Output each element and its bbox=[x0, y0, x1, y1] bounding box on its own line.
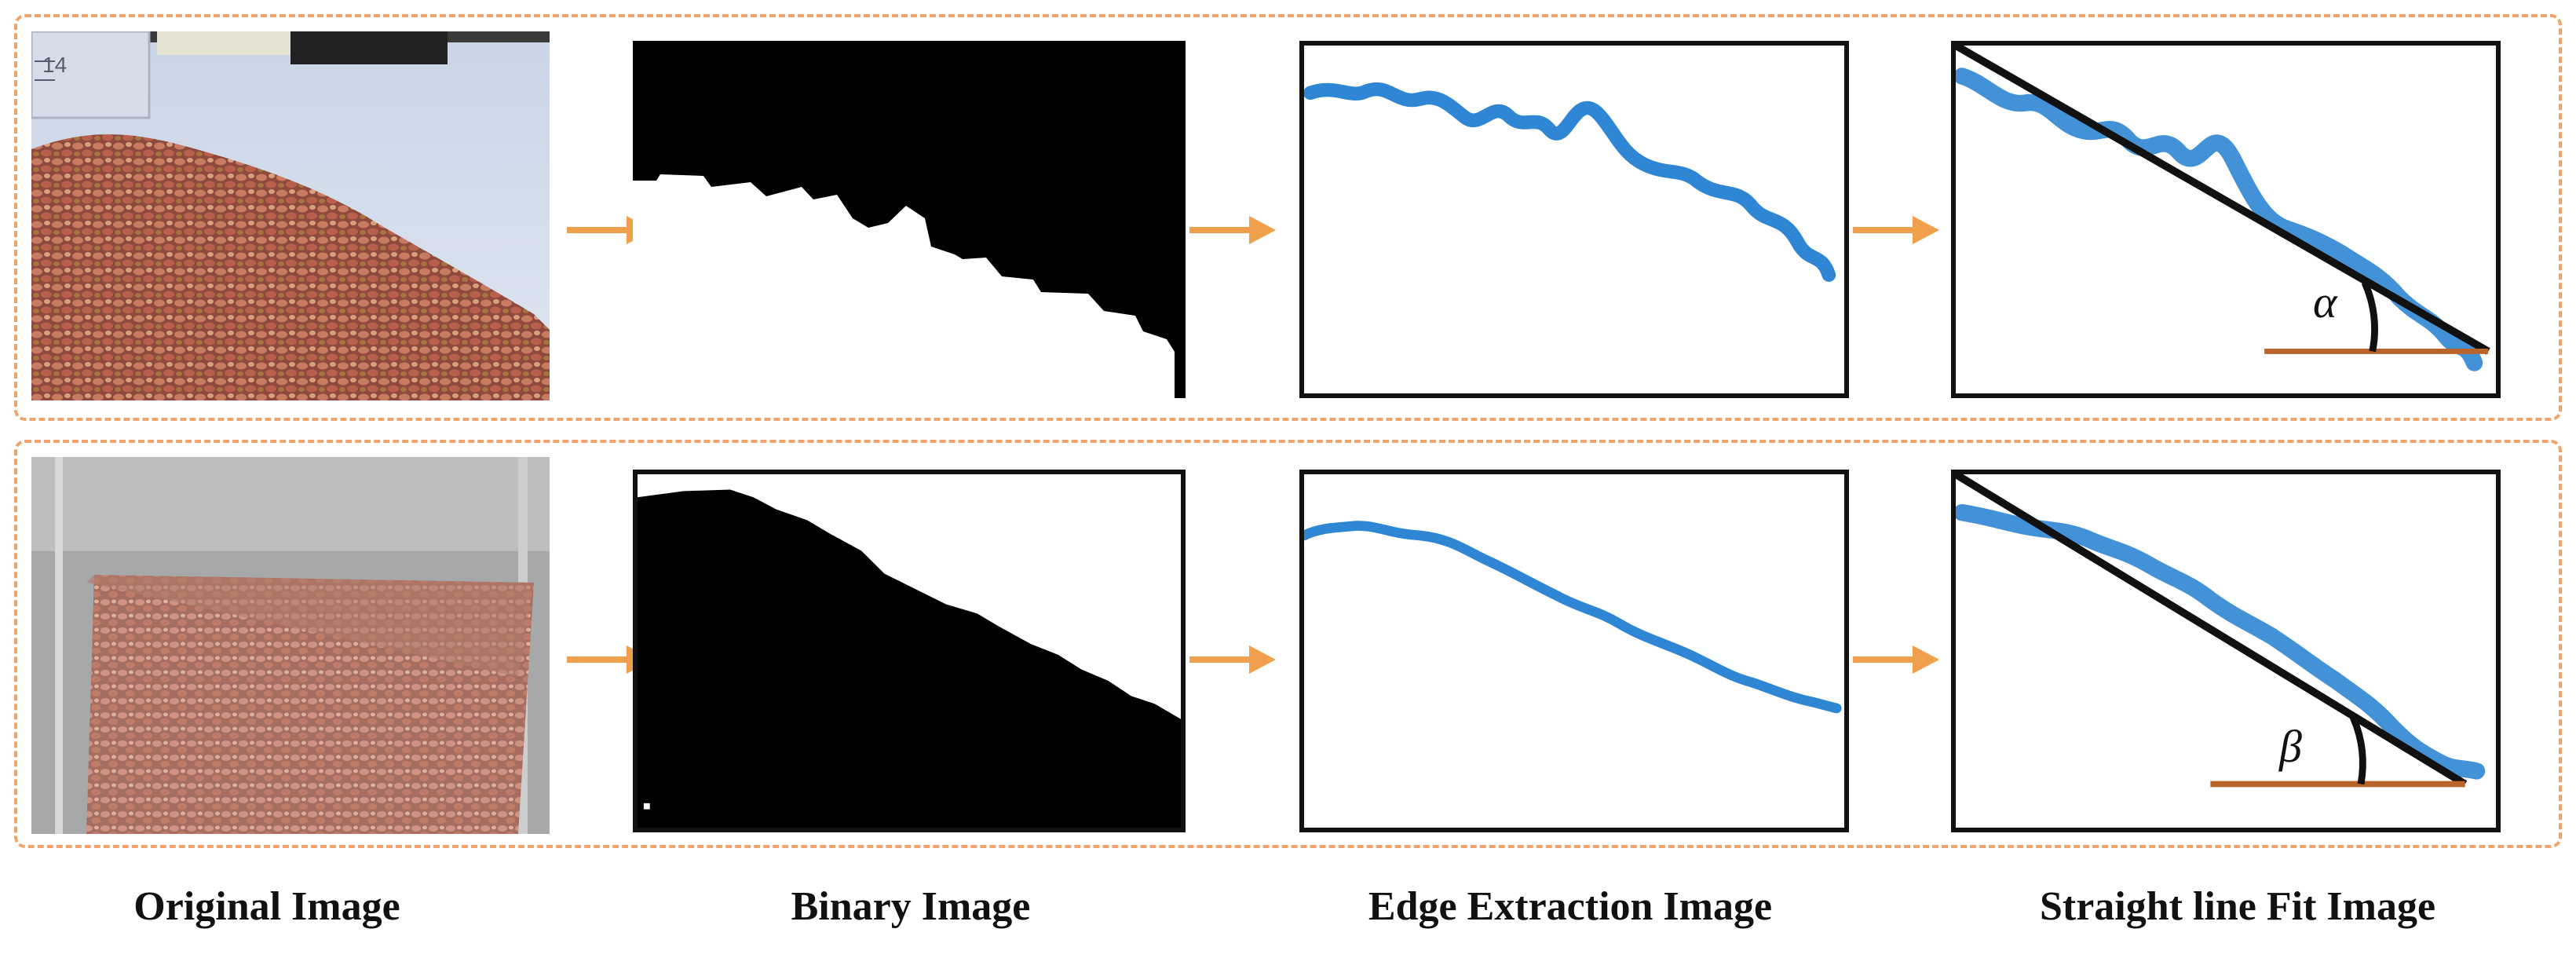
row-2-dashed-box bbox=[14, 440, 2562, 848]
caption-edge-extraction-image: Edge Extraction Image bbox=[1368, 884, 1773, 929]
row-1-dashed-box bbox=[14, 14, 2562, 421]
caption-straight-line-fit-image: Straight line Fit Image bbox=[2039, 884, 2436, 929]
angle-alpha-label: α bbox=[2313, 276, 2337, 327]
binary-image-row-1 bbox=[633, 41, 1186, 398]
edge-extraction-image-row-1 bbox=[1299, 41, 1849, 398]
binary-image-row-2 bbox=[633, 470, 1186, 832]
edge-extraction-image-row-2 bbox=[1299, 470, 1849, 832]
beaker-scale-mark: 14 bbox=[42, 53, 67, 77]
arrow-right-icon bbox=[1853, 645, 1939, 674]
straight-line-fit-image-row-1: α bbox=[1951, 41, 2501, 398]
original-image-row-2 bbox=[31, 457, 550, 834]
original-image-row-1: 14 bbox=[31, 31, 550, 400]
caption-original-image: Original Image bbox=[133, 884, 400, 929]
arrow-right-icon bbox=[1189, 216, 1276, 244]
arrow-right-icon bbox=[1853, 216, 1939, 244]
arrow-right-icon bbox=[1189, 645, 1276, 674]
angle-beta-label: β bbox=[2279, 721, 2302, 772]
straight-line-fit-image-row-2: β bbox=[1951, 470, 2501, 832]
caption-binary-image: Binary Image bbox=[791, 884, 1031, 929]
